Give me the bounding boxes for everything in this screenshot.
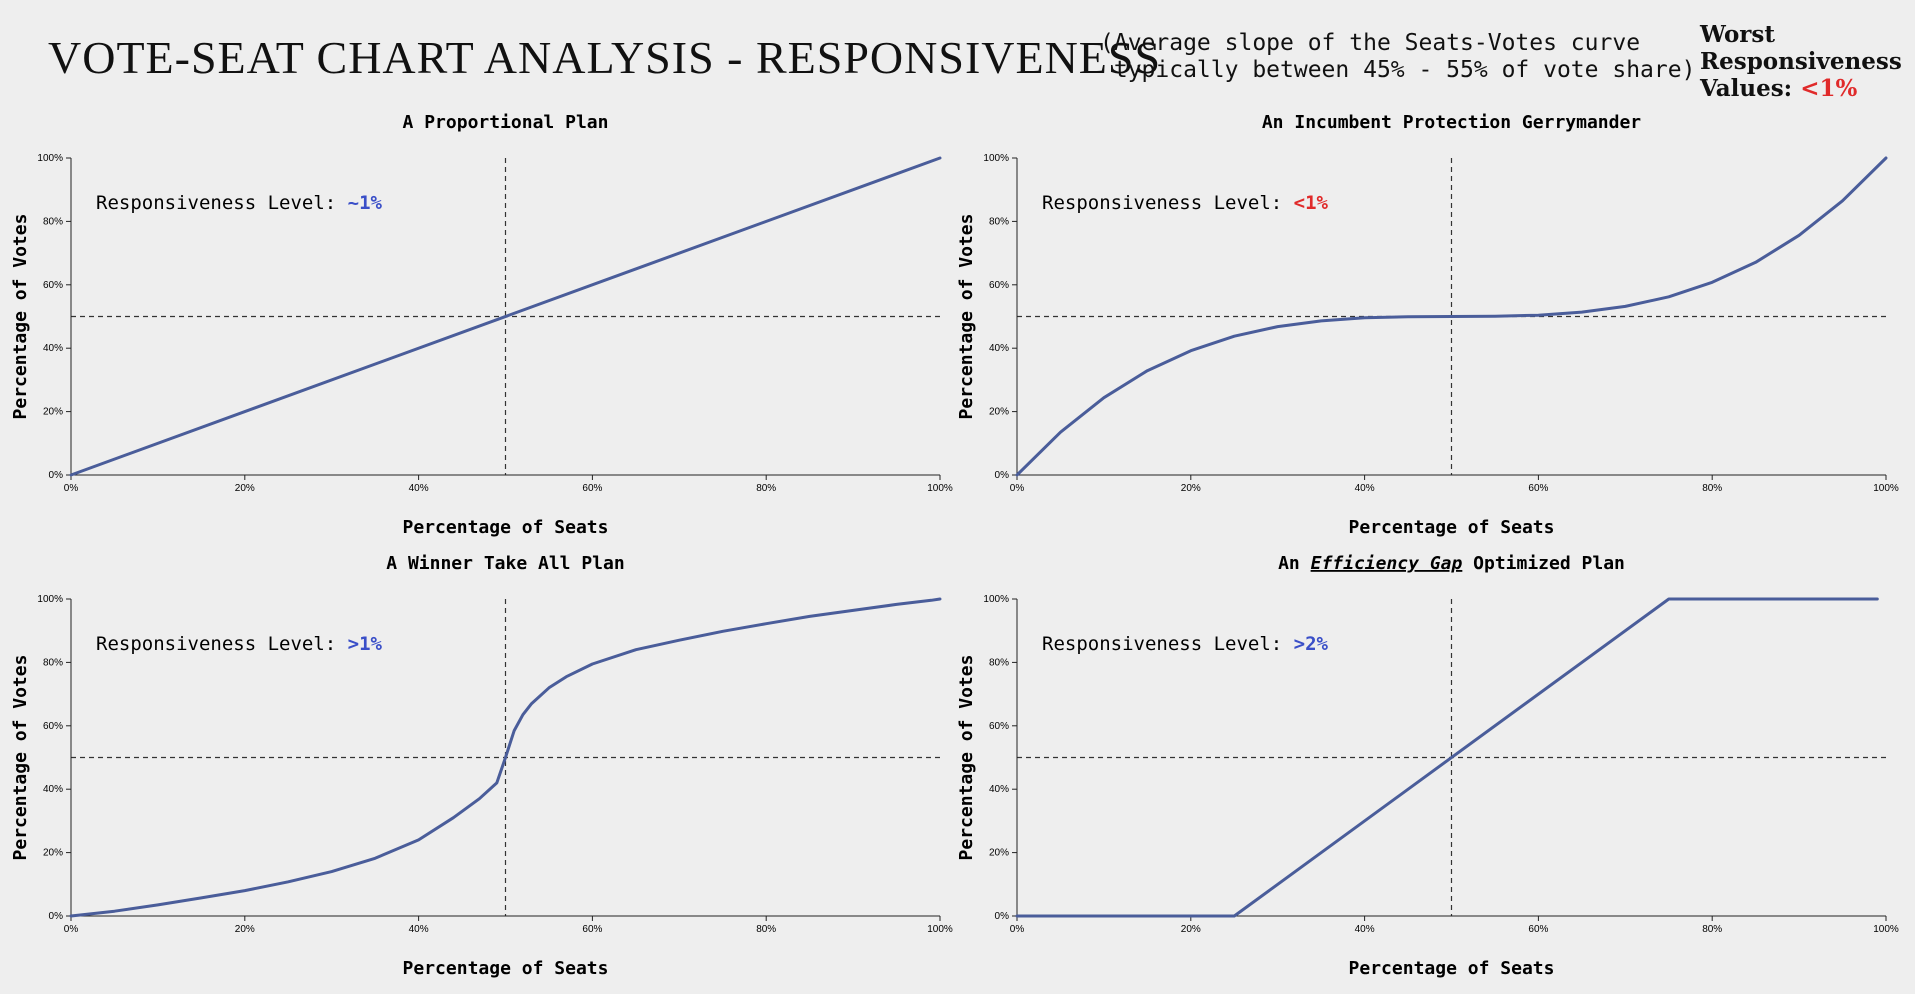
x-tick-label: 80% — [1702, 924, 1722, 935]
y-tick-label: 20% — [989, 407, 1009, 418]
y-tick-label: 0% — [995, 470, 1010, 481]
chart-title: A Proportional Plan — [403, 112, 609, 133]
x-tick-label: 60% — [582, 924, 602, 935]
responsiveness-annotation: Responsiveness Level: >2% — [1042, 633, 1329, 655]
x-tick-label: 100% — [927, 924, 953, 935]
x-tick-label: 0% — [64, 483, 79, 494]
x-tick-label: 20% — [235, 924, 255, 935]
series-line — [69, 156, 942, 477]
responsiveness-label: Responsiveness Level: — [1042, 633, 1294, 655]
x-tick-label: 80% — [756, 924, 776, 935]
chart-title-prefix: An — [1278, 553, 1311, 574]
y-axis-label: Percentage of Votes — [10, 655, 31, 861]
responsiveness-label: Responsiveness Level: — [1042, 192, 1294, 214]
y-axis-label: Percentage of Votes — [956, 655, 977, 861]
y-tick-label: 20% — [43, 407, 63, 418]
y-tick-label: 0% — [995, 911, 1010, 922]
x-tick-label: 60% — [582, 483, 602, 494]
y-tick-label: 60% — [43, 280, 63, 291]
y-tick-label: 60% — [989, 721, 1009, 732]
responsiveness-value: >2% — [1294, 633, 1329, 655]
chart-title: A Winner Take All Plan — [386, 553, 624, 574]
series-line — [69, 597, 942, 918]
y-tick-label: 80% — [989, 657, 1009, 668]
responsiveness-annotation: Responsiveness Level: ~1% — [96, 192, 383, 214]
chart-title: An Efficiency Gap Optimized Plan — [1278, 553, 1625, 574]
x-tick-label: 100% — [927, 483, 953, 494]
x-tick-label: 40% — [1355, 924, 1375, 935]
y-tick-label: 40% — [43, 784, 63, 795]
y-tick-label: 0% — [49, 470, 64, 481]
y-tick-label: 20% — [989, 848, 1009, 859]
y-axis-label: Percentage of Votes — [10, 214, 31, 420]
worst-values-value: <1% — [1800, 75, 1858, 102]
chart-panel-1: A Proportional Plan 0% 20% 40% 60% 80% 100% 0% 2… — [10, 112, 953, 538]
x-tick-label: 40% — [409, 483, 429, 494]
worst-responsiveness-note: Worst Responsiveness Values: <1% — [1700, 21, 1902, 102]
chart-title-emphasis: Efficiency Gap — [1311, 553, 1463, 574]
x-tick-label: 0% — [1010, 924, 1025, 935]
y-tick-label: 20% — [43, 848, 63, 859]
responsiveness-value: >1% — [348, 633, 383, 655]
chart-title-suffix: Optimized Plan — [1462, 553, 1625, 574]
x-tick-label: 60% — [1528, 924, 1548, 935]
series-line — [1015, 597, 1879, 918]
chart-panel-2: An Incumbent Protection Gerrymander 0% 20%… — [956, 112, 1899, 538]
y-tick-label: 100% — [37, 594, 63, 605]
x-tick-label: 0% — [64, 924, 79, 935]
y-tick-label: 0% — [49, 911, 64, 922]
y-tick-label: 40% — [43, 343, 63, 354]
subtitle-line-2: typically between 45% - 55% of vote shar… — [1100, 57, 1696, 83]
page-subtitle: (Average slope of the Seats-Votes curve … — [1100, 30, 1695, 84]
chart-panel-3: A Winner Take All Plan 0% 20% 40% 60% 80% 100%… — [10, 553, 953, 979]
page-title: VOTE-SEAT CHART ANALYSIS - RESPONSIVENES… — [48, 32, 1162, 83]
y-axis-label: Percentage of Votes — [956, 214, 977, 420]
y-tick-label: 100% — [983, 153, 1009, 164]
x-axis-label: Percentage of Seats — [403, 958, 609, 979]
x-axis-label: Percentage of Seats — [1349, 958, 1555, 979]
worst-line-1: Worst — [1700, 21, 1775, 48]
x-tick-label: 0% — [1010, 483, 1025, 494]
y-tick-label: 60% — [43, 721, 63, 732]
x-tick-label: 100% — [1873, 483, 1899, 494]
x-tick-label: 40% — [409, 924, 429, 935]
chart-panel-4: An Efficiency Gap Optimized Plan 0% 20% 40%… — [956, 553, 1899, 979]
responsiveness-annotation: Responsiveness Level: >1% — [96, 633, 383, 655]
worst-values-label: Values: — [1700, 75, 1793, 102]
subtitle-line-1: (Average slope of the Seats-Votes curve — [1100, 30, 1641, 56]
chart-title: An Incumbent Protection Gerrymander — [1262, 112, 1641, 133]
x-axis-label: Percentage of Seats — [403, 517, 609, 538]
x-tick-label: 40% — [1355, 483, 1375, 494]
worst-line-3: Values: <1% — [1700, 75, 1902, 102]
y-tick-label: 100% — [37, 153, 63, 164]
x-tick-label: 80% — [1702, 483, 1722, 494]
y-tick-label: 80% — [989, 216, 1009, 227]
x-axis-label: Percentage of Seats — [1349, 517, 1555, 538]
responsiveness-label: Responsiveness Level: — [96, 633, 348, 655]
x-tick-label: 20% — [1181, 924, 1201, 935]
x-tick-label: 20% — [1181, 483, 1201, 494]
series-line — [1015, 156, 1888, 477]
y-tick-label: 80% — [43, 216, 63, 227]
y-tick-label: 100% — [983, 594, 1009, 605]
x-tick-label: 60% — [1528, 483, 1548, 494]
y-tick-label: 40% — [989, 784, 1009, 795]
y-tick-label: 40% — [989, 343, 1009, 354]
responsiveness-value: ~1% — [348, 192, 383, 214]
responsiveness-value: <1% — [1294, 192, 1329, 214]
x-tick-label: 20% — [235, 483, 255, 494]
y-tick-label: 80% — [43, 657, 63, 668]
x-tick-label: 80% — [756, 483, 776, 494]
responsiveness-annotation: Responsiveness Level: <1% — [1042, 192, 1329, 214]
worst-line-2: Responsiveness — [1700, 48, 1902, 75]
x-tick-label: 100% — [1873, 924, 1899, 935]
y-tick-label: 60% — [989, 280, 1009, 291]
responsiveness-label: Responsiveness Level: — [96, 192, 348, 214]
